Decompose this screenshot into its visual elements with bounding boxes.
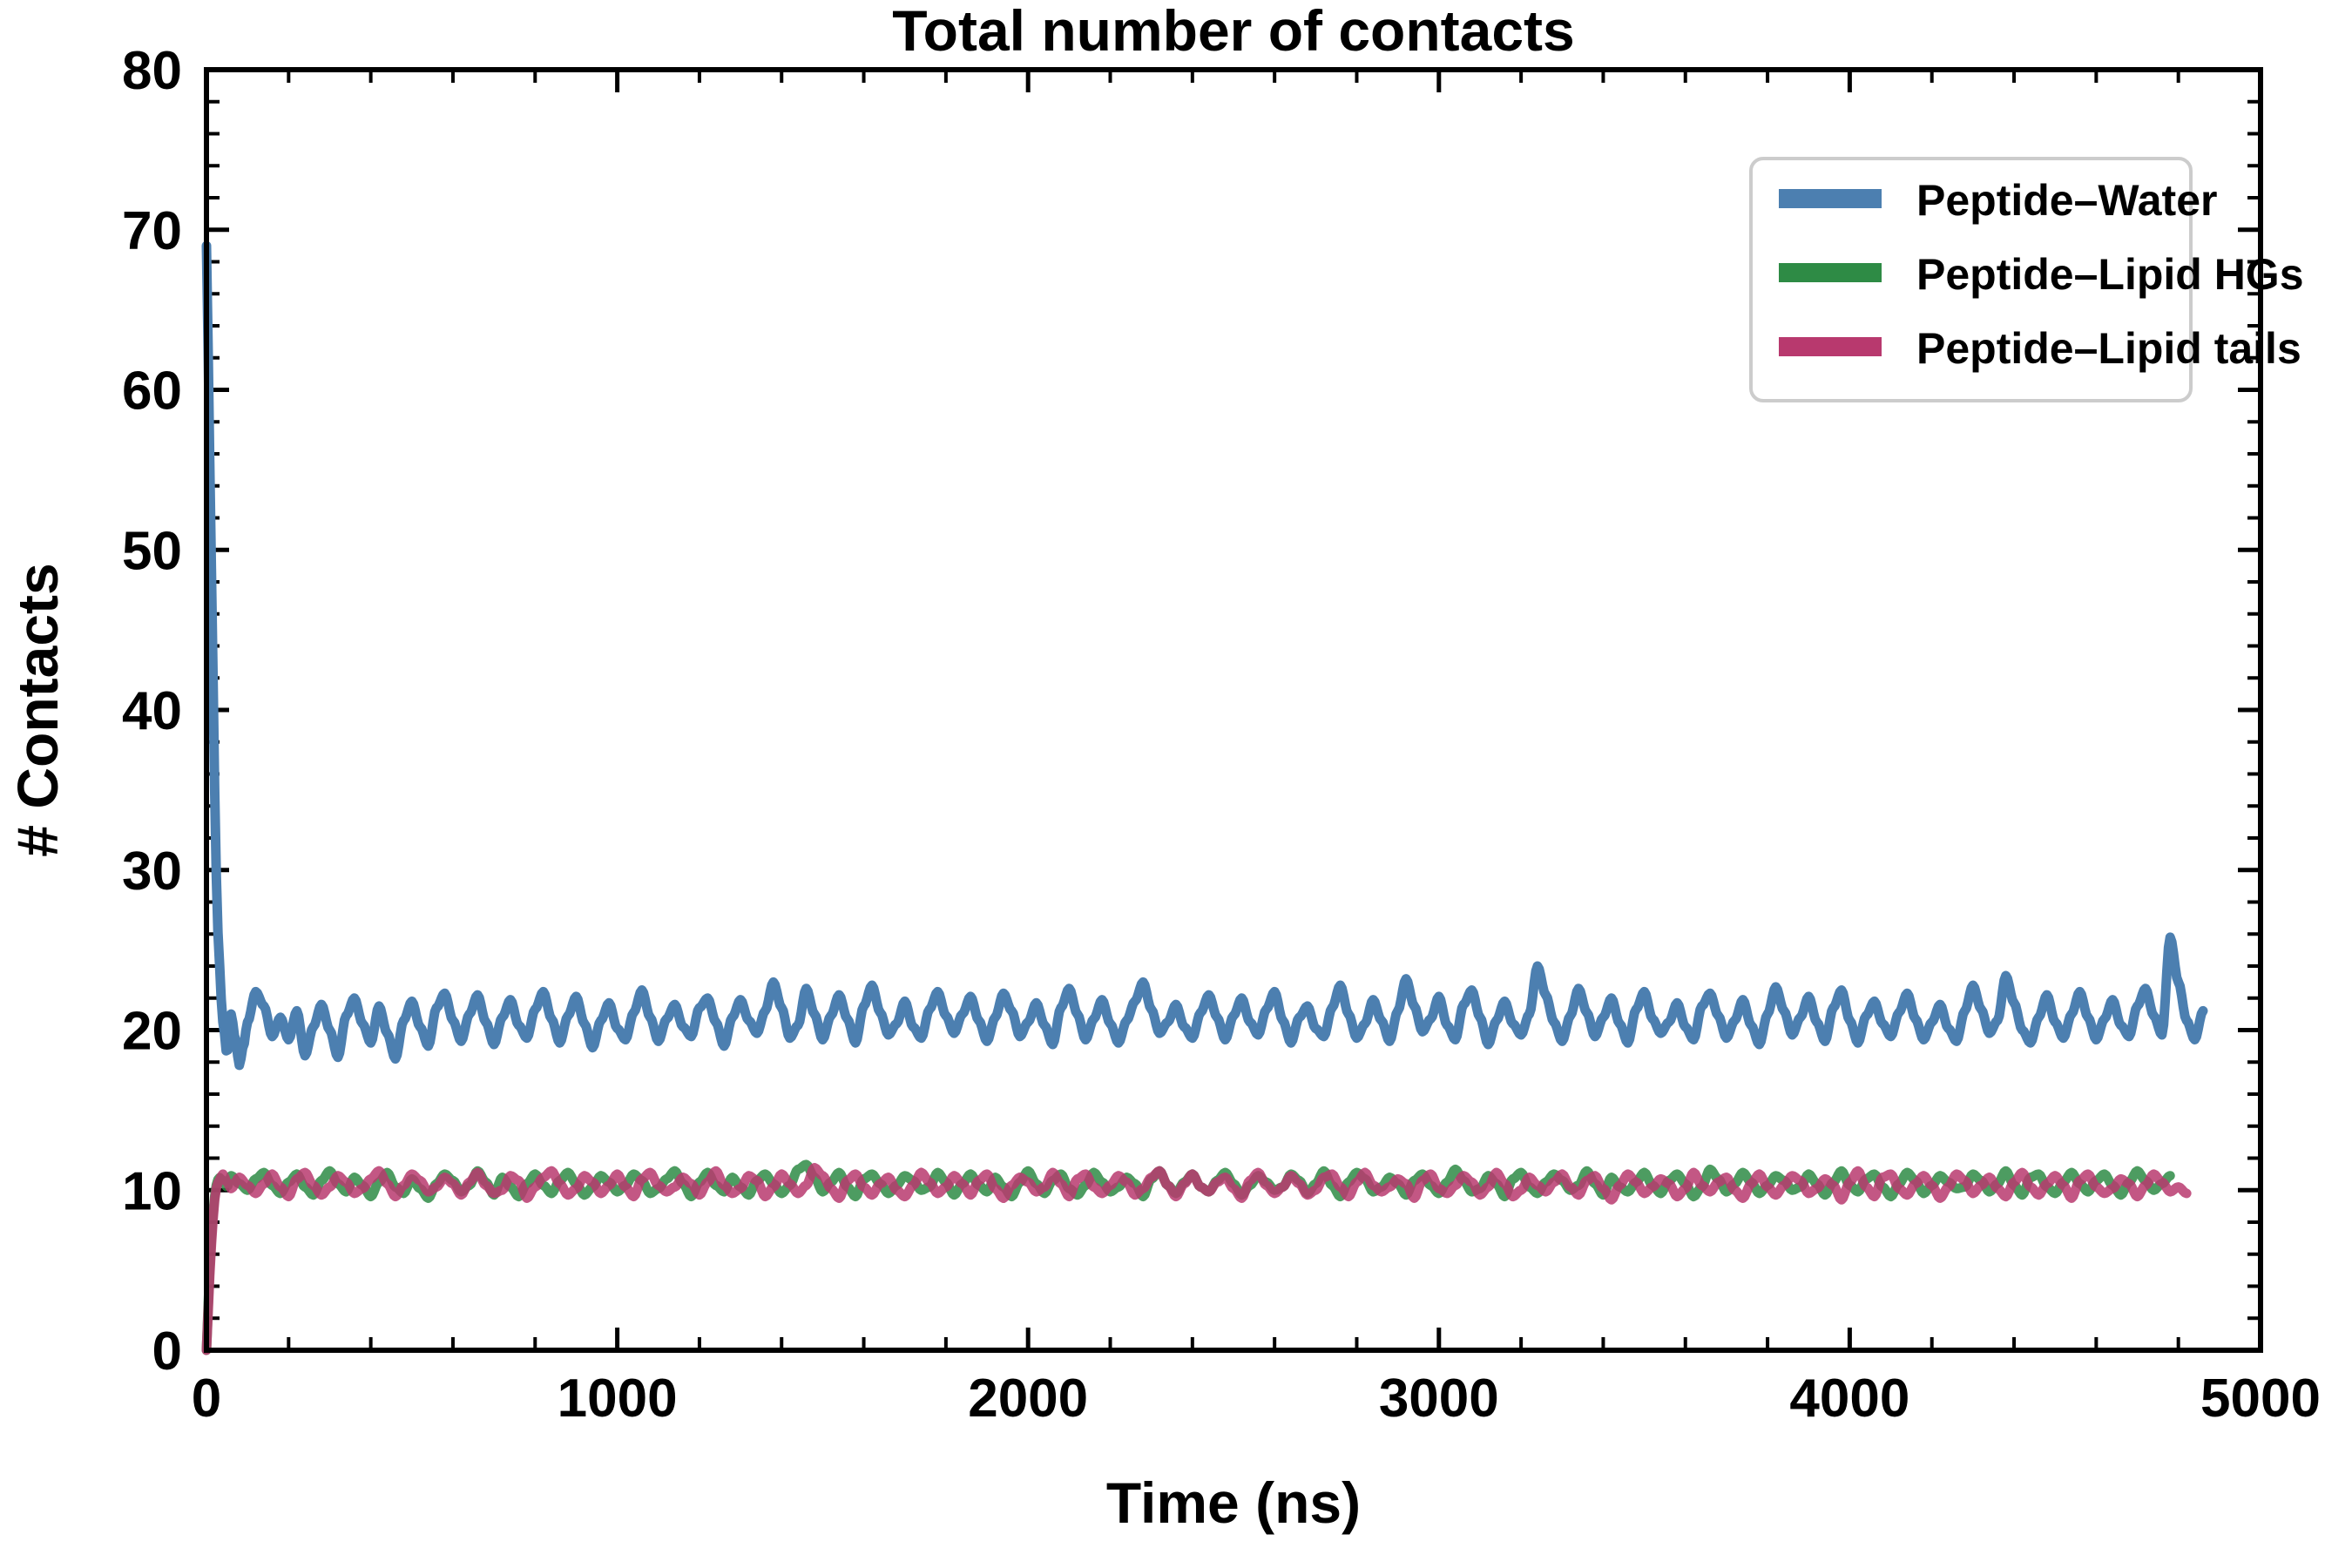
chart-title: Total number of contacts — [892, 0, 1575, 63]
y-tick-label: 30 — [122, 841, 182, 902]
x-axis-label: Time (ns) — [1106, 1470, 1361, 1535]
y-tick-label: 0 — [152, 1321, 182, 1382]
legend-label-1: Peptide–Lipid HGs — [1916, 250, 2304, 299]
axis-spines — [204, 67, 2263, 1353]
y-tick-label: 40 — [122, 681, 182, 741]
x-tick-label: 1000 — [558, 1369, 678, 1429]
series-line-0 — [201, 240, 2208, 1071]
y-tick-label: 70 — [122, 201, 182, 261]
y-tick-label: 80 — [122, 41, 182, 101]
y-axis-label: # Contacts — [5, 563, 70, 856]
legend-label-2: Peptide–Lipid tails — [1916, 324, 2301, 373]
chart-legend[interactable]: Peptide–Water Peptide–Lipid HGs Peptide–Li… — [1749, 157, 2304, 402]
x-tick-label: 3000 — [1379, 1369, 1499, 1429]
y-tick-label: 50 — [122, 521, 182, 581]
y-tick-label: 10 — [122, 1161, 182, 1221]
x-tick-label: 0 — [192, 1369, 221, 1429]
y-tick-label: 20 — [122, 1002, 182, 1062]
series-line-2 — [201, 1163, 2192, 1355]
legend-label-0: Peptide–Water — [1916, 176, 2217, 225]
axis-tick-labels: 0 1000 2000 3000 4000 5000 0 10 20 30 40 50 60 70 80 — [122, 41, 2321, 1429]
data-series — [201, 240, 2208, 1355]
x-tick-label: 5000 — [2200, 1369, 2321, 1429]
y-tick-label: 60 — [122, 362, 182, 422]
legend-items: Peptide–Water Peptide–Lipid HGs Peptide–Li… — [1779, 176, 2304, 373]
x-tick-label: 2000 — [968, 1369, 1088, 1429]
x-tick-label: 4000 — [1789, 1369, 1909, 1429]
axes-frame — [204, 67, 2263, 1353]
